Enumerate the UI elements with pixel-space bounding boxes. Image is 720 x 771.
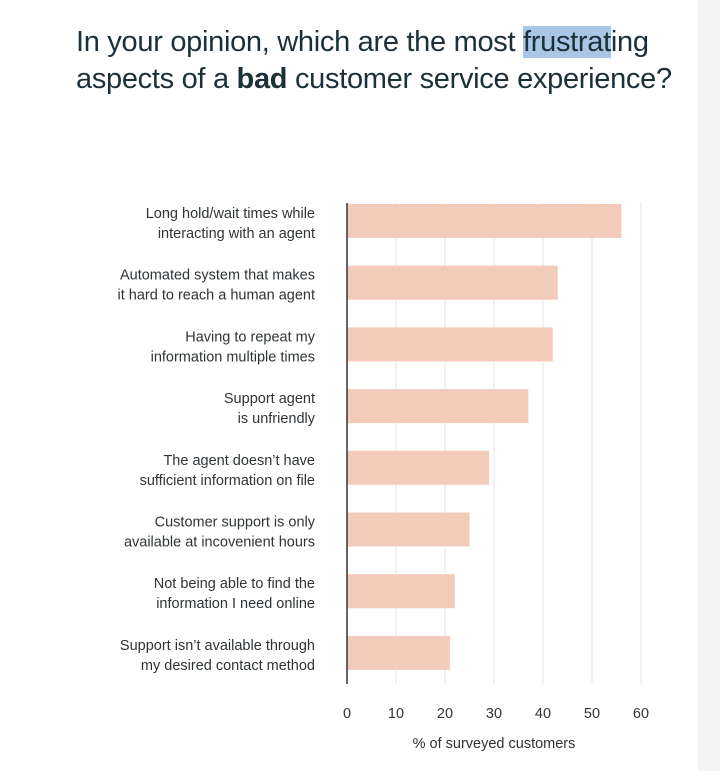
category-label-line: information I need online	[156, 596, 315, 612]
category-label-3: Having to repeat my information multiple …	[151, 329, 316, 365]
x-tick-label-0: 0	[343, 706, 351, 722]
category-label-line: The agent doesn’t have	[163, 453, 315, 469]
bar-4	[347, 389, 529, 424]
category-label-line: Having to repeat my	[185, 329, 316, 345]
category-label-line: sufficient information on file	[140, 473, 315, 489]
x-tick-label-60: 60	[633, 706, 649, 722]
x-tick-label-40: 40	[535, 706, 551, 722]
category-label-line: Long hold/wait times while	[146, 206, 315, 222]
bar-3	[347, 327, 553, 362]
title-part-mid: ing aspects of a	[76, 26, 649, 95]
category-label-line: it hard to reach a human agent	[118, 288, 316, 304]
x-tick-label-20: 20	[437, 706, 453, 722]
bar-6	[347, 512, 470, 547]
category-label-line: Support agent	[224, 391, 315, 407]
category-label-line: Not being able to find the	[154, 576, 315, 592]
category-label-line: Automated system that makes	[120, 268, 315, 284]
category-label-5: The agent doesn’t have sufficient informa…	[140, 453, 315, 489]
category-label-8: Support isn’t available through my desire…	[120, 638, 315, 674]
category-label-7: Not being able to find the information I …	[154, 576, 315, 612]
x-tick-label-50: 50	[584, 706, 600, 722]
category-label-line: interacting with an agent	[158, 226, 315, 242]
bar-2	[347, 265, 558, 300]
bar-7	[347, 574, 455, 609]
category-label-line: is unfriendly	[238, 411, 316, 427]
category-label-1: Long hold/wait times while interacting wi…	[146, 206, 315, 242]
category-label-line: available at incovenient hours	[124, 535, 315, 551]
category-label-2: Automated system that makes it hard to re…	[118, 268, 316, 304]
category-label-line: my desired contact method	[141, 658, 315, 674]
page-gutter	[698, 0, 720, 771]
category-label-line: Support isn’t available through	[120, 638, 315, 654]
x-tick-label-10: 10	[388, 706, 404, 722]
bar-chart: Long hold/wait times while interacting wi…	[118, 203, 649, 752]
category-label-6: Customer support is only available at inc…	[124, 515, 316, 551]
title-highlighted-text: frustrat	[523, 26, 611, 58]
category-label-line: information multiple times	[151, 349, 315, 365]
bar-5	[347, 450, 490, 485]
title-part-after: customer service experience?	[287, 63, 672, 95]
category-label-line: Customer support is only	[155, 515, 316, 531]
bar-1	[347, 204, 622, 238]
x-tick-label-30: 30	[486, 706, 502, 722]
bar-8	[347, 635, 450, 670]
x-axis-title: % of surveyed customers	[413, 736, 576, 752]
title-part-before: In your opinion, which are the most	[76, 26, 523, 58]
chart-title: In your opinion, which are the most frus…	[76, 24, 676, 98]
title-bold-word: bad	[236, 63, 288, 95]
category-label-4: Support agent is unfriendly	[224, 391, 316, 427]
